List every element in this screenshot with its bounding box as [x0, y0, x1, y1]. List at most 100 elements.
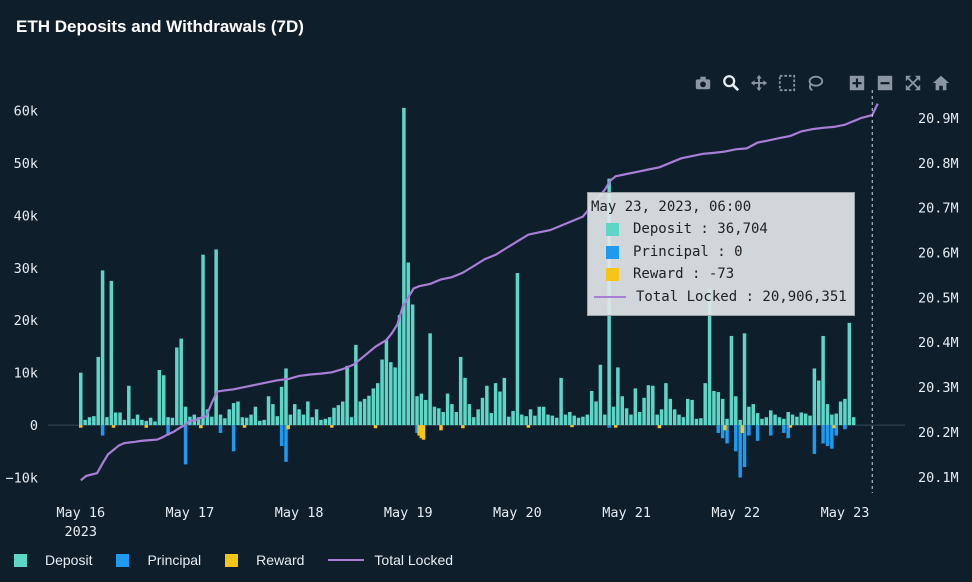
reward-bar[interactable]	[419, 425, 424, 439]
deposit-bar[interactable]	[576, 417, 581, 426]
deposit-bar[interactable]	[454, 411, 459, 426]
deposit-bar[interactable]	[236, 401, 240, 426]
deposit-bar[interactable]	[768, 410, 773, 426]
principal-bar[interactable]	[821, 425, 825, 444]
principal-bar[interactable]	[812, 425, 817, 454]
deposit-bar[interactable]	[616, 367, 620, 426]
deposit-bar[interactable]	[589, 391, 594, 426]
reward-bar[interactable]	[79, 425, 83, 428]
deposit-bar[interactable]	[782, 418, 786, 426]
deposit-bar[interactable]	[301, 414, 306, 426]
deposit-bar[interactable]	[506, 416, 511, 426]
deposit-bar[interactable]	[423, 399, 428, 426]
reward-bar[interactable]	[330, 425, 334, 428]
reward-bar[interactable]	[439, 425, 443, 431]
deposit-bar[interactable]	[127, 385, 131, 426]
deposit-bar[interactable]	[502, 377, 507, 426]
principal-bar[interactable]	[725, 425, 729, 444]
deposit-bar[interactable]	[677, 414, 681, 426]
principal-bar[interactable]	[786, 425, 790, 439]
deposit-bar[interactable]	[463, 377, 467, 426]
deposit-bar[interactable]	[751, 404, 755, 426]
deposit-bar[interactable]	[384, 339, 389, 426]
deposit-bar[interactable]	[646, 385, 651, 426]
legend-item-total-locked[interactable]: Total Locked	[328, 552, 453, 568]
deposit-bar[interactable]	[262, 419, 266, 426]
principal-bar[interactable]	[755, 425, 760, 441]
deposit-bar[interactable]	[817, 380, 821, 426]
deposit-bar[interactable]	[175, 347, 179, 426]
deposit-bar[interactable]	[341, 401, 345, 426]
deposit-bar[interactable]	[498, 391, 502, 426]
deposit-bar[interactable]	[349, 417, 354, 426]
deposit-bar[interactable]	[672, 409, 677, 426]
reward-bar[interactable]	[570, 425, 574, 428]
deposit-bar[interactable]	[659, 409, 664, 426]
deposit-bar[interactable]	[760, 418, 764, 426]
deposit-bar[interactable]	[755, 413, 760, 426]
principal-bar[interactable]	[734, 425, 738, 452]
deposit-bar[interactable]	[122, 419, 127, 426]
deposit-bar[interactable]	[253, 406, 258, 426]
principal-bar[interactable]	[607, 425, 611, 428]
principal-bar[interactable]	[231, 425, 236, 452]
principal-bar[interactable]	[782, 425, 786, 433]
deposit-bar[interactable]	[210, 416, 214, 426]
deposit-bar[interactable]	[472, 417, 476, 426]
deposit-bar[interactable]	[161, 375, 166, 426]
deposit-bar[interactable]	[611, 406, 616, 426]
deposit-bar[interactable]	[393, 367, 397, 426]
deposit-bar[interactable]	[258, 420, 262, 426]
deposit-bar[interactable]	[834, 413, 838, 426]
deposit-bar[interactable]	[485, 385, 489, 426]
deposit-bar[interactable]	[493, 383, 498, 426]
deposit-bar[interactable]	[410, 304, 415, 426]
deposit-bar[interactable]	[773, 414, 777, 426]
deposit-bar[interactable]	[812, 368, 817, 426]
deposit-bar[interactable]	[511, 410, 515, 426]
deposit-bar[interactable]	[170, 417, 175, 426]
deposit-bar[interactable]	[109, 280, 114, 426]
deposit-bar[interactable]	[327, 417, 332, 426]
lasso-icon[interactable]	[804, 72, 826, 94]
reward-bar[interactable]	[144, 425, 149, 428]
deposit-bar[interactable]	[821, 335, 825, 426]
deposit-bar[interactable]	[825, 404, 830, 426]
reward-bar[interactable]	[723, 425, 727, 431]
deposit-bar[interactable]	[712, 391, 716, 426]
deposit-bar[interactable]	[458, 356, 463, 426]
principal-bar[interactable]	[738, 425, 742, 478]
deposit-bar[interactable]	[279, 386, 284, 426]
deposit-bar[interactable]	[397, 314, 402, 426]
principal-bar[interactable]	[279, 425, 284, 447]
deposit-bar[interactable]	[428, 333, 432, 426]
legend-item-principal[interactable]: Principal	[116, 552, 201, 568]
deposit-bar[interactable]	[358, 401, 362, 426]
deposit-bar[interactable]	[629, 414, 633, 426]
deposit-bar[interactable]	[323, 418, 328, 426]
deposit-bar[interactable]	[830, 414, 834, 426]
deposit-bar[interactable]	[196, 417, 201, 426]
deposit-bar[interactable]	[79, 372, 83, 426]
deposit-bar[interactable]	[105, 417, 109, 426]
deposit-bar[interactable]	[266, 396, 271, 426]
deposit-bar[interactable]	[131, 418, 135, 426]
deposit-bar[interactable]	[681, 417, 686, 426]
deposit-bar[interactable]	[716, 392, 721, 426]
deposit-bar[interactable]	[271, 404, 275, 426]
deposit-bar[interactable]	[537, 406, 542, 426]
deposit-bar[interactable]	[808, 415, 812, 426]
deposit-bar[interactable]	[528, 409, 533, 426]
deposit-bar[interactable]	[568, 411, 572, 426]
deposit-bar[interactable]	[476, 409, 480, 426]
zoom-icon[interactable]	[720, 72, 742, 94]
deposit-bar[interactable]	[375, 383, 380, 426]
deposit-bar[interactable]	[747, 406, 751, 426]
principal-bar[interactable]	[415, 425, 419, 433]
deposit-bar[interactable]	[179, 338, 183, 426]
deposit-bar[interactable]	[415, 396, 419, 426]
principal-bar[interactable]	[218, 425, 223, 433]
deposit-bar[interactable]	[406, 262, 411, 426]
deposit-bar[interactable]	[292, 404, 297, 426]
deposit-bar[interactable]	[795, 416, 799, 426]
